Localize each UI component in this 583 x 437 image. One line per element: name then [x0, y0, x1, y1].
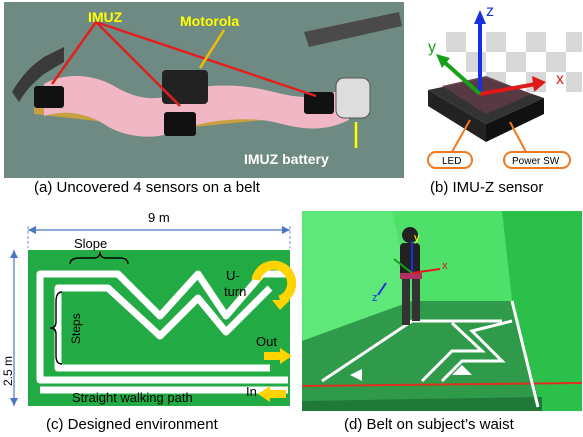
width-label: 9 m [148, 210, 170, 225]
led-callout-box [427, 151, 473, 169]
led-callout-label: LED [442, 156, 461, 167]
motorola-arrow [198, 29, 226, 69]
imuz-sensor-2 [164, 112, 196, 136]
x-axis-label-d: x [442, 260, 448, 272]
subject-head [402, 227, 418, 243]
slope-brace [69, 251, 129, 265]
z-axis-label: z [486, 3, 494, 20]
uturn-label-top: U- [226, 268, 240, 283]
steps-brace [49, 291, 63, 365]
out-label: Out [256, 334, 277, 349]
floor-arrow-right [452, 365, 472, 375]
y-axis-arrow [440, 58, 482, 96]
power-callout-label: Power SW [512, 156, 560, 167]
sensor-cover [442, 76, 532, 114]
power-callout-box [503, 151, 571, 169]
z-axis-label-d: z [372, 292, 378, 304]
y-axis-label-d: y [414, 232, 420, 244]
belt-strap-right [304, 12, 402, 47]
y-axis-label: y [428, 39, 436, 56]
belt-photo-illustration: IMUZ Motorola IMUZ battery [4, 2, 404, 178]
motorola-phone [162, 70, 208, 104]
slope-label: Slope [74, 236, 107, 251]
uturn-label-bottom: turn [224, 284, 246, 299]
imuz-sensor-illustration: z x y LED Power SW [406, 2, 582, 178]
imuz-label: IMUZ [88, 9, 123, 25]
in-label: In [246, 384, 257, 399]
walking-path-inner [54, 284, 273, 372]
caption-b: (b) IMU-Z sensor [430, 179, 544, 196]
environment-diagram: 9 m 2.5 m Slope Steps U- turn Out In Str… [0, 204, 298, 416]
imuz-sensor-1 [34, 86, 64, 108]
panel-a-photo: IMUZ Motorola IMUZ battery [4, 2, 404, 178]
battery-label: IMUZ battery [244, 151, 329, 167]
panel-b-sensor: z x y LED Power SW [406, 2, 582, 178]
panel-d-photo: y x z [302, 211, 582, 411]
imuz-battery-pack [335, 77, 371, 119]
pink-felt-cover [44, 75, 349, 137]
red-floor-line [302, 382, 582, 387]
floor-arrow-left [350, 369, 362, 381]
imuz-sensor-3 [304, 92, 334, 114]
caption-d: (d) Belt on subject’s waist [344, 416, 514, 433]
x-axis-arrow [479, 82, 537, 96]
x-axis-label: x [556, 71, 564, 88]
steps-label: Steps [69, 313, 83, 344]
motorola-label: Motorola [180, 13, 239, 29]
caption-a: (a) Uncovered 4 sensors on a belt [34, 179, 260, 196]
subject-walking-illustration: y x z [302, 211, 582, 411]
subject-leg-left [402, 279, 410, 325]
height-label: 2.5 m [1, 356, 15, 386]
panel-c-environment: 9 m 2.5 m Slope Steps U- turn Out In Str… [0, 204, 298, 416]
straight-path-label: Straight walking path [72, 390, 193, 405]
out-arrow [264, 352, 280, 360]
subject-torso [400, 243, 420, 279]
uturn-arrow [251, 260, 297, 305]
caption-c: (c) Designed environment [46, 416, 218, 433]
subject-belt [400, 273, 422, 279]
subject-leg-right [412, 279, 420, 321]
belt-strap-left [12, 47, 64, 102]
walking-path-outer [36, 270, 288, 384]
in-arrow [270, 390, 286, 398]
